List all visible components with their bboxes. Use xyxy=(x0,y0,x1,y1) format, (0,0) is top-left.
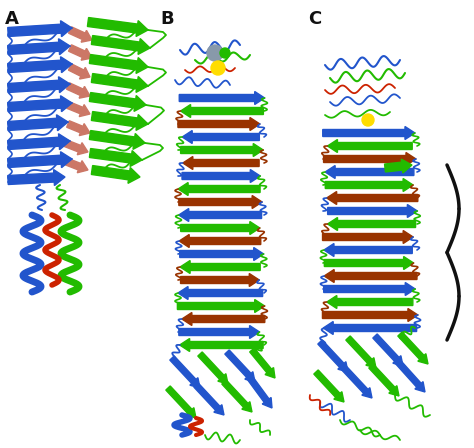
Polygon shape xyxy=(68,64,90,79)
Polygon shape xyxy=(8,115,68,131)
Polygon shape xyxy=(324,152,416,165)
Polygon shape xyxy=(323,126,415,139)
Polygon shape xyxy=(90,93,146,112)
Polygon shape xyxy=(177,300,264,313)
Polygon shape xyxy=(90,130,145,149)
Polygon shape xyxy=(178,287,263,300)
Polygon shape xyxy=(396,360,425,392)
Polygon shape xyxy=(8,39,70,55)
Polygon shape xyxy=(180,339,263,352)
Polygon shape xyxy=(67,121,90,136)
Circle shape xyxy=(362,114,374,126)
Polygon shape xyxy=(181,221,260,234)
Text: B: B xyxy=(160,10,173,28)
Polygon shape xyxy=(369,364,399,396)
Polygon shape xyxy=(198,352,228,384)
Polygon shape xyxy=(325,178,413,191)
Polygon shape xyxy=(182,313,265,326)
Polygon shape xyxy=(87,17,148,36)
Polygon shape xyxy=(398,332,428,364)
Polygon shape xyxy=(90,55,148,73)
Polygon shape xyxy=(384,159,412,173)
Polygon shape xyxy=(8,96,72,112)
Polygon shape xyxy=(346,336,376,368)
Polygon shape xyxy=(328,217,416,231)
Polygon shape xyxy=(64,158,88,173)
Polygon shape xyxy=(64,140,88,155)
Polygon shape xyxy=(166,386,196,418)
Polygon shape xyxy=(8,77,70,93)
Polygon shape xyxy=(90,149,142,167)
Polygon shape xyxy=(67,102,90,116)
Polygon shape xyxy=(178,117,260,130)
Polygon shape xyxy=(324,283,415,296)
Polygon shape xyxy=(222,380,252,412)
Polygon shape xyxy=(328,139,412,152)
Polygon shape xyxy=(170,356,200,388)
Polygon shape xyxy=(180,247,264,260)
Polygon shape xyxy=(181,273,259,287)
Polygon shape xyxy=(250,348,275,378)
Polygon shape xyxy=(91,73,148,92)
Polygon shape xyxy=(324,257,414,270)
Polygon shape xyxy=(8,170,65,185)
Polygon shape xyxy=(8,134,70,150)
Polygon shape xyxy=(66,83,90,98)
Text: C: C xyxy=(308,10,321,28)
Polygon shape xyxy=(183,156,259,169)
Circle shape xyxy=(207,45,223,61)
Polygon shape xyxy=(8,21,72,37)
Polygon shape xyxy=(322,231,413,244)
Polygon shape xyxy=(323,322,417,335)
Polygon shape xyxy=(182,169,260,182)
Polygon shape xyxy=(342,366,372,398)
Polygon shape xyxy=(179,195,262,208)
Polygon shape xyxy=(69,45,92,60)
Polygon shape xyxy=(327,191,418,204)
Polygon shape xyxy=(91,112,148,130)
Polygon shape xyxy=(91,35,150,54)
Polygon shape xyxy=(179,91,264,104)
Polygon shape xyxy=(327,296,413,309)
Polygon shape xyxy=(181,104,264,117)
Polygon shape xyxy=(314,370,344,402)
Polygon shape xyxy=(324,244,412,257)
Polygon shape xyxy=(8,57,72,73)
Polygon shape xyxy=(225,350,255,382)
Polygon shape xyxy=(180,260,260,273)
Text: A: A xyxy=(5,10,19,28)
Polygon shape xyxy=(178,182,260,195)
Polygon shape xyxy=(69,27,92,42)
Polygon shape xyxy=(91,166,140,183)
Polygon shape xyxy=(322,309,418,322)
Circle shape xyxy=(211,61,225,75)
Polygon shape xyxy=(318,340,348,372)
Polygon shape xyxy=(247,376,272,408)
Polygon shape xyxy=(324,270,417,283)
Polygon shape xyxy=(325,165,414,178)
Polygon shape xyxy=(328,204,418,217)
Polygon shape xyxy=(373,334,403,366)
Polygon shape xyxy=(182,130,259,143)
Polygon shape xyxy=(179,208,262,221)
Circle shape xyxy=(220,48,230,58)
Polygon shape xyxy=(194,383,224,415)
Polygon shape xyxy=(181,143,263,156)
Polygon shape xyxy=(8,152,72,168)
Polygon shape xyxy=(179,234,261,247)
Polygon shape xyxy=(179,326,260,339)
